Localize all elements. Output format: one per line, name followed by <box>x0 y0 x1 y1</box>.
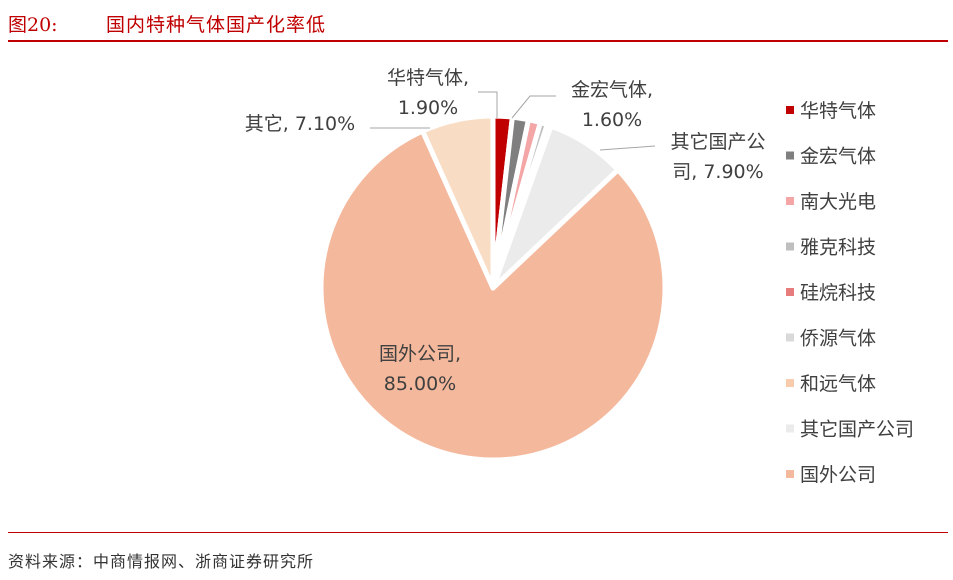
legend-label-国外公司: 国外公司 <box>800 464 876 486</box>
legend-label-金宏气体: 金宏气体 <box>800 146 876 168</box>
legend-label-其它国产公司: 其它国产公司 <box>800 419 914 441</box>
data-label-其它国产公司: 其它国产公司, 7.90% <box>670 131 765 183</box>
legend-swatch-南大光电 <box>786 197 794 205</box>
bottom-divider <box>8 532 948 533</box>
legend-label-侨源气体: 侨源气体 <box>800 328 876 350</box>
legend-swatch-金宏气体 <box>786 151 794 160</box>
pie-chart: 华特气体, 1.90% 金宏气体, 1.60% 其它国产公司, 7.90% 国外公司, 85… <box>245 67 914 486</box>
chart-title: 国内特种气体国产化率低 <box>106 14 327 36</box>
legend-label-硅烷科技: 硅烷科技 <box>800 282 876 304</box>
data-label-华特气体: 华特气体, 1.90% <box>387 67 469 119</box>
leader-line-金宏气体 <box>511 95 556 119</box>
legend-swatch-硅烷科技 <box>786 288 794 296</box>
data-label-金宏气体: 金宏气体, 1.60% <box>571 79 653 131</box>
legend-swatch-雅克科技 <box>786 242 794 251</box>
figure-header: 图20: 国内特种气体国产化率低 <box>8 4 948 36</box>
data-labels: 华特气体, 1.90% 金宏气体, 1.60% 其它国产公司, 7.90% 国外公司, 85… <box>245 67 766 395</box>
legend-swatch-其它国产公司 <box>786 424 794 433</box>
leader-lines <box>370 91 656 151</box>
top-divider <box>8 40 948 42</box>
legend-label-南大光电: 南大光电 <box>800 191 876 213</box>
data-label-其它: 其它, 7.10% <box>245 113 355 135</box>
legend-label-和远气体: 和远气体 <box>800 373 876 395</box>
leader-line-其它国产公司 <box>599 145 656 151</box>
legend-swatch-国外公司 <box>786 470 794 478</box>
legend-label-雅克科技: 雅克科技 <box>800 237 876 259</box>
figure-number: 图20: <box>8 14 58 36</box>
leader-line-华特气体 <box>478 91 498 118</box>
data-label-国外公司: 国外公司, 85.00% <box>379 343 461 395</box>
legend-swatch-华特气体 <box>786 106 794 114</box>
pie-slice-国外公司 <box>318 128 668 463</box>
legend-swatch-和远气体 <box>786 379 794 387</box>
pie-slices <box>318 113 668 463</box>
source-note: 资料来源：中商情报网、浙商证券研究所 <box>8 552 315 571</box>
pie-slice-其它 <box>420 113 496 291</box>
legend-label-华特气体: 华特气体 <box>800 100 876 122</box>
legend-swatch-侨源气体 <box>786 333 794 342</box>
